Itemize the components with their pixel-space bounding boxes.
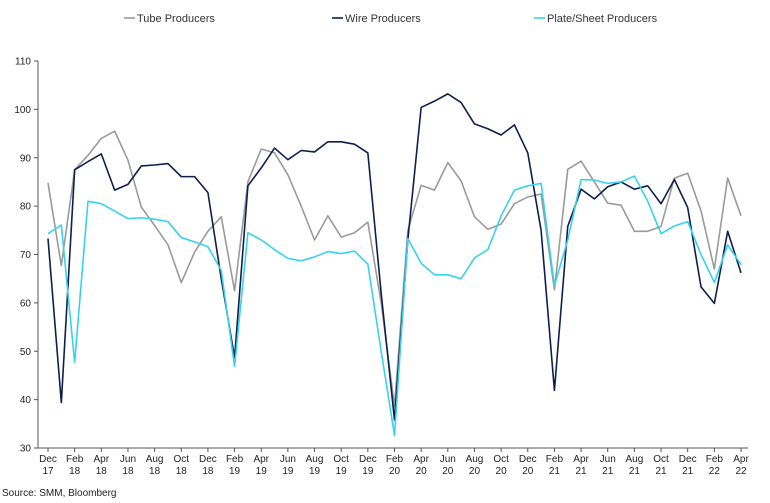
x-tick-label-month: Dec (39, 454, 57, 465)
x-tick-label-month: Apr (573, 454, 589, 465)
x-tick-label-year: 18 (176, 466, 188, 477)
legend-label: Plate/Sheet Producers (547, 13, 658, 25)
y-tick-label: 70 (20, 250, 32, 261)
x-tick-label-year: 19 (256, 466, 268, 477)
x-tick-label-month: Aug (466, 454, 484, 465)
x-tick-label-month: Aug (306, 454, 324, 465)
x-tick-label-month: Oct (333, 454, 349, 465)
y-tick-label: 110 (15, 57, 31, 68)
legend: Tube Producers Wire Producers Plate/Sheet … (124, 13, 658, 25)
legend-label: Wire Producers (345, 13, 421, 25)
series-line-tube-producers (47, 130, 742, 408)
x-tick-label-month: Oct (493, 454, 509, 465)
x-tick-label-month: Feb (226, 454, 244, 465)
y-tick-label: 30 (20, 444, 32, 455)
x-tick-label-month: Apr (253, 454, 269, 465)
x-tick-label-year: 19 (362, 466, 374, 477)
x-tick-label-month: Jun (280, 454, 296, 465)
x-tick-label-month: Jun (440, 454, 456, 465)
y-tick-label: 100 (14, 105, 31, 116)
source-note: Source: SMM, Bloomberg (2, 488, 117, 499)
x-tick-label-year: 20 (416, 466, 428, 477)
x-tick-label-month: Dec (359, 454, 377, 465)
x-tick-label-year: 18 (122, 466, 134, 477)
x-tick-label-year: 18 (149, 466, 161, 477)
x-tick-label-year: 20 (389, 466, 401, 477)
x-tick-label-month: Jun (600, 454, 616, 465)
x-tick-label-month: Feb (66, 454, 84, 465)
x-tick-label-year: 18 (96, 466, 108, 477)
x-tick-label-year: 20 (496, 466, 508, 477)
x-tick-label-year: 20 (442, 466, 454, 477)
x-tick-label-year: 22 (709, 466, 721, 477)
y-tick-label: 90 (20, 153, 32, 164)
x-tick-label-year: 19 (309, 466, 321, 477)
x-axis: Dec17Feb18Apr18Jun18Aug18Oct18Dec18Feb19… (38, 447, 749, 477)
x-tick-label-month: Oct (173, 454, 189, 465)
x-tick-label-month: Apr (94, 454, 110, 465)
x-tick-label-year: 21 (602, 466, 614, 477)
x-tick-label-year: 21 (682, 466, 694, 477)
y-tick-label: 50 (20, 347, 32, 358)
x-tick-label-month: Dec (679, 454, 697, 465)
x-tick-label-year: 20 (522, 466, 534, 477)
x-tick-label-month: Dec (199, 454, 217, 465)
y-tick-label: 80 (20, 202, 32, 213)
x-tick-label-year: 19 (336, 466, 348, 477)
series-line-plate-sheet-producers (47, 175, 742, 437)
x-tick-label-year: 20 (469, 466, 481, 477)
x-tick-label-year: 18 (69, 466, 81, 477)
x-tick-label-year: 21 (549, 466, 561, 477)
x-tick-label-month: Jun (120, 454, 136, 465)
x-tick-label-month: Apr (733, 454, 749, 465)
x-tick-label-year: 19 (282, 466, 294, 477)
x-tick-label-month: Apr (413, 454, 429, 465)
x-tick-label-month: Dec (519, 454, 537, 465)
x-tick-label-year: 21 (576, 466, 588, 477)
y-tick-label: 40 (20, 395, 32, 406)
x-tick-label-year: 19 (229, 466, 241, 477)
y-tick-label: 60 (20, 298, 32, 309)
x-tick-label-year: 17 (42, 466, 54, 477)
legend-label: Tube Producers (137, 13, 215, 25)
x-tick-label-year: 18 (202, 466, 214, 477)
x-tick-label-month: Feb (386, 454, 404, 465)
x-tick-label-month: Feb (706, 454, 724, 465)
x-tick-label-month: Oct (653, 454, 669, 465)
x-tick-label-year: 21 (655, 466, 667, 477)
series-layer (47, 93, 742, 437)
x-tick-label-month: Aug (625, 454, 643, 465)
x-tick-label-year: 22 (735, 466, 747, 477)
y-axis: 30 40 50 60 70 80 90 100 110 (14, 57, 39, 455)
x-tick-label-month: Aug (146, 454, 164, 465)
x-tick-label-month: Feb (546, 454, 564, 465)
series-line-wire-producers (47, 93, 742, 421)
x-tick-label-year: 21 (629, 466, 641, 477)
